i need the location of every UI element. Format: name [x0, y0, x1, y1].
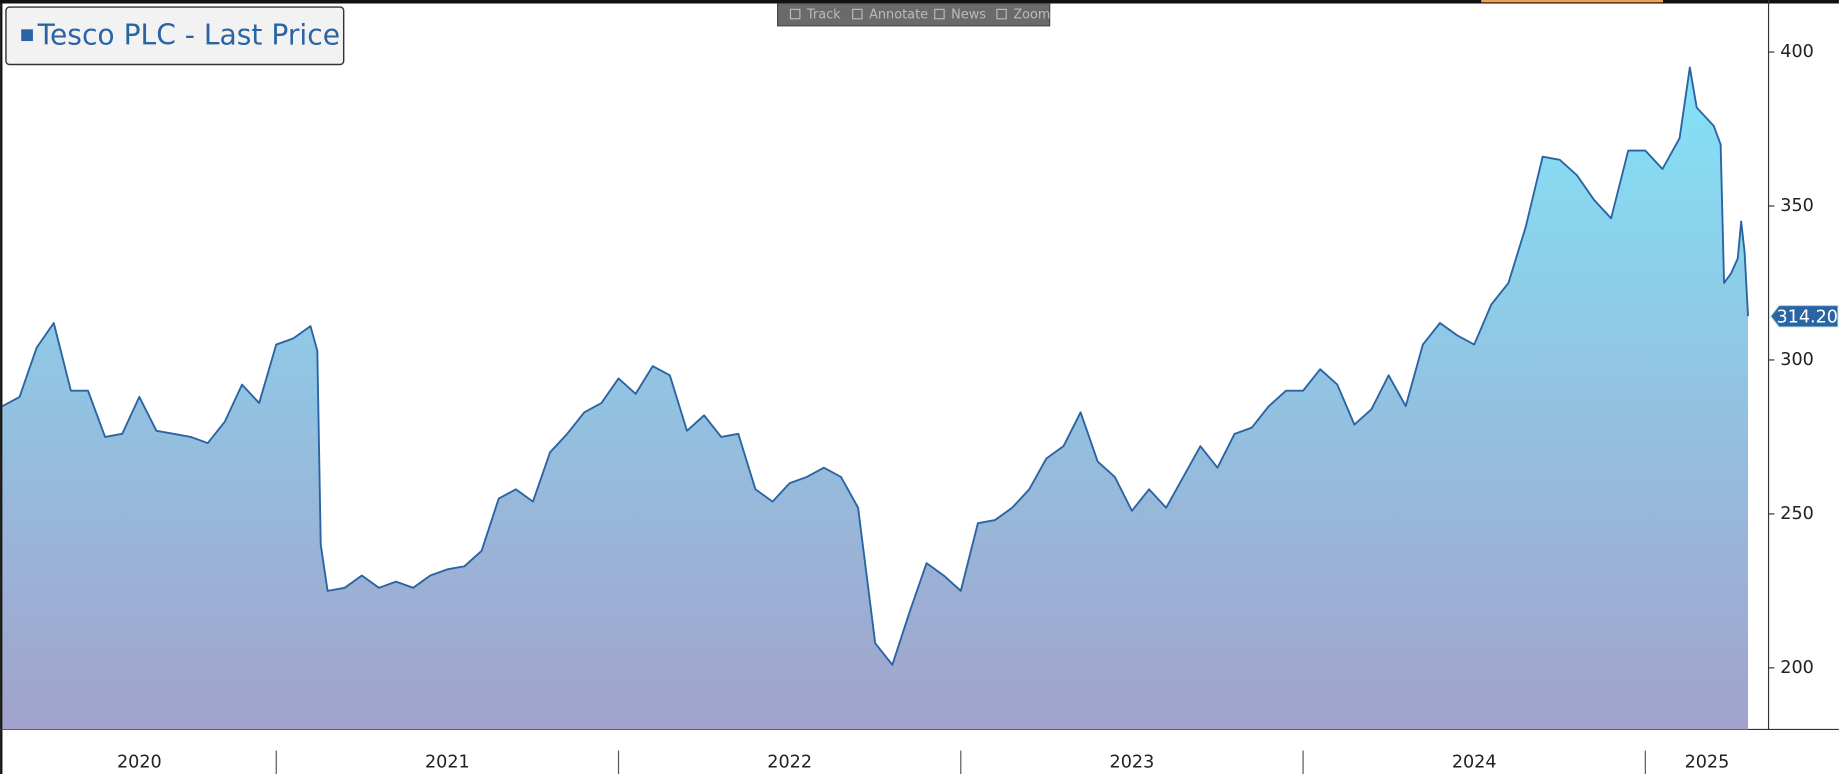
toolbar-bg [777, 2, 1051, 27]
top-bar [0, 0, 1839, 4]
toolbar-icon [789, 8, 801, 20]
x-tick-label: 2024 [1452, 752, 1497, 772]
legend-swatch [21, 29, 33, 42]
y-tick-label: 400 [1780, 42, 1814, 62]
y-tick-label: 300 [1780, 350, 1814, 370]
toolbar-button[interactable]: News [951, 8, 986, 23]
toolbar-button[interactable]: Zoom [1013, 8, 1050, 23]
y-tick-label: 350 [1780, 196, 1814, 216]
last-price-label: 314.20 [1776, 307, 1838, 327]
price-line [1, 66, 1749, 666]
toolbar-icon [996, 8, 1007, 20]
legend-label: Tesco PLC - Last Price [37, 18, 340, 51]
toolbar-icon [852, 8, 863, 20]
toolbar-icon [934, 8, 945, 20]
y-tick-label: 200 [1780, 658, 1814, 678]
last-price-tag [1770, 305, 1839, 328]
x-tick-label: 2025 [1685, 752, 1730, 772]
toolbar-button[interactable]: Annotate [869, 8, 928, 23]
y-tick-label: 250 [1780, 504, 1814, 524]
x-tick-label: 2021 [425, 752, 470, 772]
x-tick-label: 2023 [1110, 752, 1155, 772]
area-fill [2, 67, 1749, 730]
toolbar[interactable]: Track Annotate News Zoom [777, 2, 1051, 27]
x-tick-label: 2022 [767, 752, 812, 772]
x-tick-label: 2020 [117, 752, 162, 772]
top-accent [1481, 0, 1664, 3]
toolbar-button[interactable]: Track [806, 8, 841, 23]
legend-box [5, 6, 345, 66]
